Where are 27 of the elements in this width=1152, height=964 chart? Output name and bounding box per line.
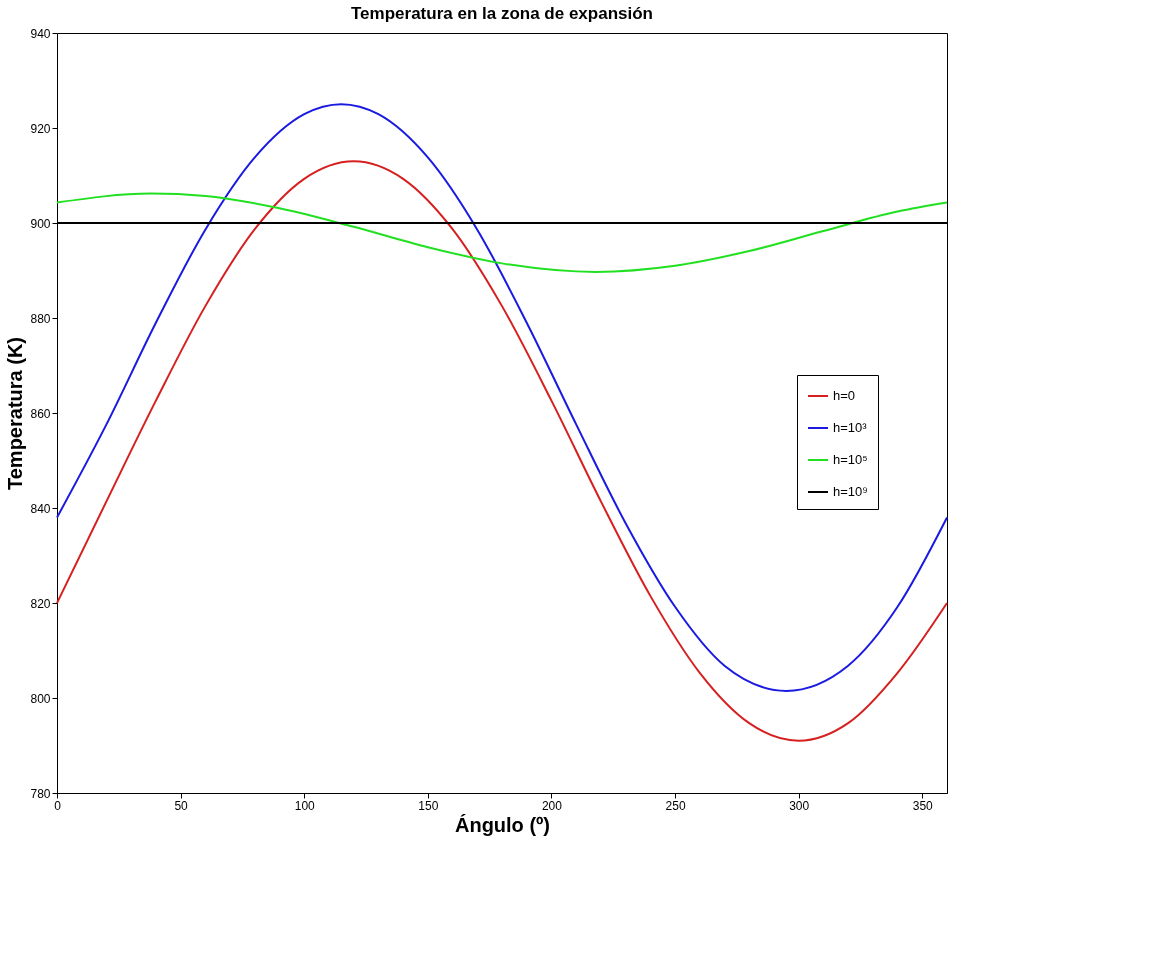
x-tick-label: 250 <box>665 798 686 813</box>
line-series <box>56 160 948 742</box>
y-tick-label: 820 <box>30 596 51 611</box>
y-tick-label: 900 <box>30 216 51 231</box>
y-axis-title: Temperatura (K) <box>4 337 27 490</box>
x-tick-label: 300 <box>789 798 810 813</box>
legend-label: h=10³ <box>833 420 868 435</box>
x-axis-title: Ángulo (º) <box>454 813 551 836</box>
y-tick-label: 780 <box>30 786 51 801</box>
chart-title: Temperatura en la zona de expansión <box>351 4 653 23</box>
y-tick-label: 920 <box>30 121 51 136</box>
x-tick-label: 100 <box>294 798 316 813</box>
y-tick-label: 840 <box>30 501 51 516</box>
legend-label: h=10⁵ <box>833 452 868 467</box>
line-series <box>56 103 948 692</box>
x-tick-label: 150 <box>418 798 439 813</box>
legend-label: h=10⁹ <box>833 484 868 499</box>
x-tick-label: 200 <box>541 798 563 813</box>
x-tick-label: 0 <box>54 798 62 813</box>
y-tick-label: 880 <box>30 311 51 326</box>
x-tick-label: 50 <box>174 798 189 813</box>
y-tick-label: 800 <box>30 691 51 706</box>
y-tick-label: 860 <box>30 406 51 421</box>
line-series <box>56 192 948 273</box>
legend-label: h=0 <box>833 388 856 403</box>
y-tick-label: 940 <box>30 26 51 41</box>
x-tick-label: 350 <box>912 798 934 813</box>
